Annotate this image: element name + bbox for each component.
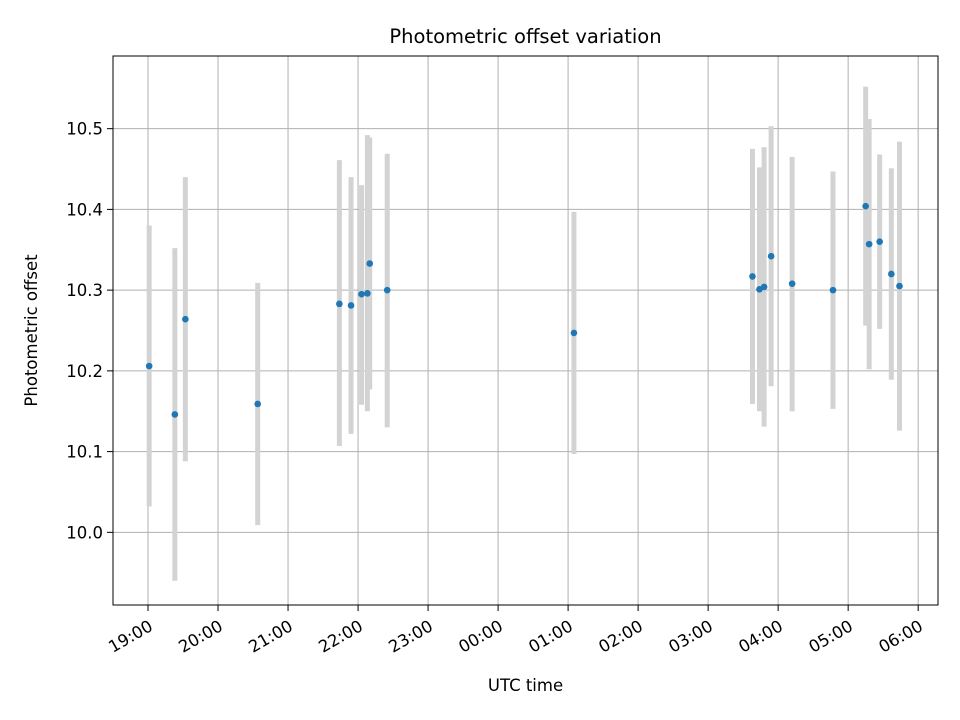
data-point (366, 260, 374, 267)
y-tick-label: 10.5 (66, 120, 103, 139)
data-point (896, 282, 903, 290)
data-point (364, 290, 371, 297)
y-axis-ticks: 10.0 10.1 10.2 10.3 10.4 10.5 (66, 120, 113, 542)
data-point (767, 252, 775, 260)
data-point (865, 240, 873, 248)
data-point (760, 283, 768, 291)
data-point (570, 329, 578, 337)
data-point (888, 270, 895, 278)
plot-area-frame (112, 55, 939, 606)
chart-title: Photometric offset variation (389, 25, 661, 48)
y-axis-label: Photometric offset (22, 254, 41, 407)
y-tick-label: 10.4 (66, 200, 103, 219)
x-axis-label: UTC time (488, 676, 563, 695)
y-tick-label: 10.1 (66, 443, 103, 462)
y-tick-label: 10.2 (66, 362, 103, 381)
data-point (358, 290, 365, 298)
data-point (254, 400, 261, 408)
data-point (182, 315, 189, 323)
data-point (347, 302, 355, 309)
data-point (876, 238, 883, 245)
data-point (829, 286, 837, 294)
data-point (383, 286, 391, 294)
y-tick-label: 10.0 (66, 523, 103, 542)
y-tick-label: 10.3 (66, 281, 103, 300)
data-point (145, 362, 153, 370)
data-point (749, 273, 756, 280)
data-point (336, 300, 343, 308)
data-points (145, 202, 903, 418)
data-point (862, 202, 869, 210)
grid (113, 56, 938, 605)
data-point (171, 411, 179, 418)
data-point (788, 280, 796, 287)
